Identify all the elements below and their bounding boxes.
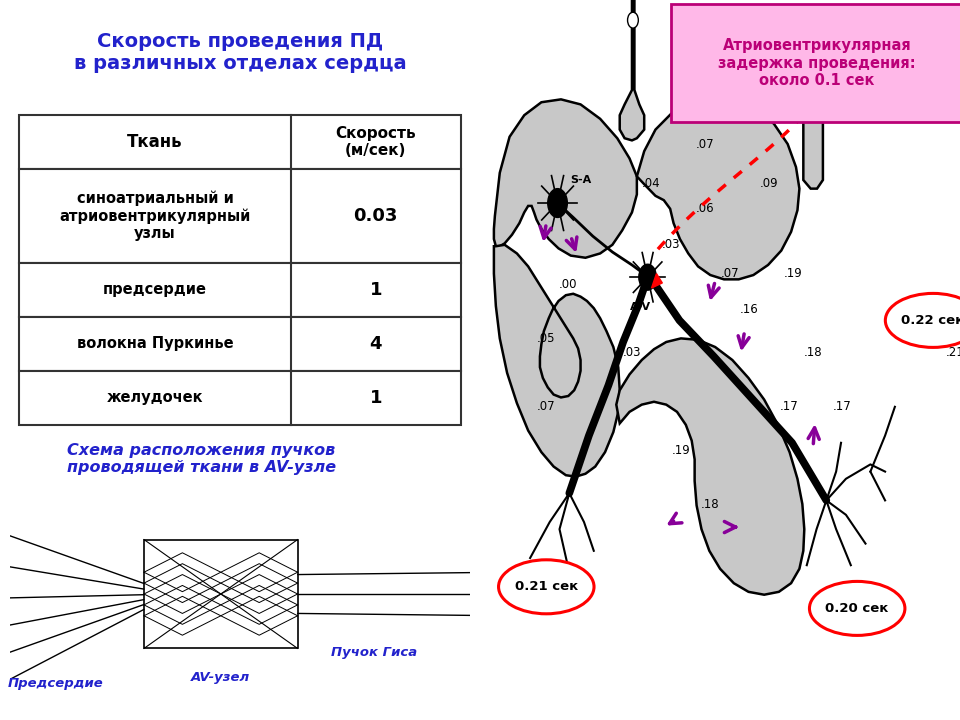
Text: Скорость проведения ПД
в различных отделах сердца: Скорость проведения ПД в различных отдел…: [74, 32, 406, 73]
Polygon shape: [493, 245, 620, 477]
Text: .07: .07: [537, 400, 556, 413]
Text: Ткань: Ткань: [127, 133, 182, 151]
Bar: [19, 317, 461, 371]
Circle shape: [638, 264, 657, 290]
Text: .07: .07: [696, 138, 715, 150]
Text: Схема расположения пучков
проводящей ткани в AV-узле: Схема расположения пучков проводящей тка…: [67, 443, 336, 475]
Text: .09: .09: [759, 177, 779, 190]
Text: 0.03: 0.03: [353, 207, 398, 225]
Text: .05: .05: [537, 332, 556, 345]
Text: 4: 4: [370, 335, 382, 353]
Polygon shape: [636, 99, 800, 279]
Circle shape: [548, 189, 567, 217]
Text: волокна Пуркинье: волокна Пуркинье: [77, 336, 233, 351]
Bar: [19, 115, 461, 169]
Bar: [19, 263, 461, 317]
Text: .03: .03: [623, 346, 641, 359]
Ellipse shape: [498, 560, 594, 613]
Text: .07: .07: [721, 267, 739, 280]
Text: Атриовентрикулярная
задержка проведения:
около 0.1 сек: Атриовентрикулярная задержка проведения:…: [718, 38, 916, 89]
Polygon shape: [652, 274, 662, 288]
Text: .19: .19: [672, 444, 690, 456]
Bar: [19, 371, 461, 425]
Text: .17: .17: [780, 400, 798, 413]
Text: 1: 1: [370, 281, 382, 299]
Text: 0.22 сек: 0.22 сек: [901, 314, 960, 327]
Bar: [144, 539, 298, 649]
Text: Скорость
(м/сек): Скорость (м/сек): [335, 126, 416, 158]
Text: .06: .06: [696, 202, 715, 215]
Polygon shape: [616, 338, 804, 595]
Text: 0.20 сек: 0.20 сек: [826, 602, 889, 615]
Text: .00: .00: [559, 278, 578, 291]
Text: Пучок Гиса: Пучок Гиса: [331, 646, 418, 659]
Text: .03: .03: [661, 238, 681, 251]
Text: .17: .17: [833, 400, 852, 413]
Text: предсердие: предсердие: [103, 282, 207, 297]
Text: .21: .21: [946, 346, 960, 359]
Polygon shape: [620, 0, 644, 140]
Ellipse shape: [628, 12, 638, 28]
Text: S-A: S-A: [570, 175, 591, 185]
Text: 1: 1: [370, 389, 382, 407]
Polygon shape: [493, 99, 636, 258]
Text: A-V: A-V: [630, 302, 651, 312]
Text: .04: .04: [642, 177, 660, 190]
Text: .16: .16: [740, 303, 758, 316]
Text: .19: .19: [784, 267, 803, 280]
Ellipse shape: [809, 582, 905, 636]
Bar: [19, 169, 461, 263]
Ellipse shape: [885, 294, 960, 347]
Text: .18: .18: [804, 346, 823, 359]
Text: .18: .18: [701, 498, 720, 510]
Text: Предсердие: Предсердие: [8, 677, 104, 690]
Text: желудочек: желудочек: [107, 390, 204, 405]
Text: 0.21 сек: 0.21 сек: [515, 580, 578, 593]
Polygon shape: [804, 72, 823, 189]
Text: AV-узел: AV-узел: [191, 671, 251, 684]
FancyBboxPatch shape: [671, 4, 960, 122]
Text: синоатриальный и
атриовентрикулярный
узлы: синоатриальный и атриовентрикулярный узл…: [60, 191, 251, 241]
